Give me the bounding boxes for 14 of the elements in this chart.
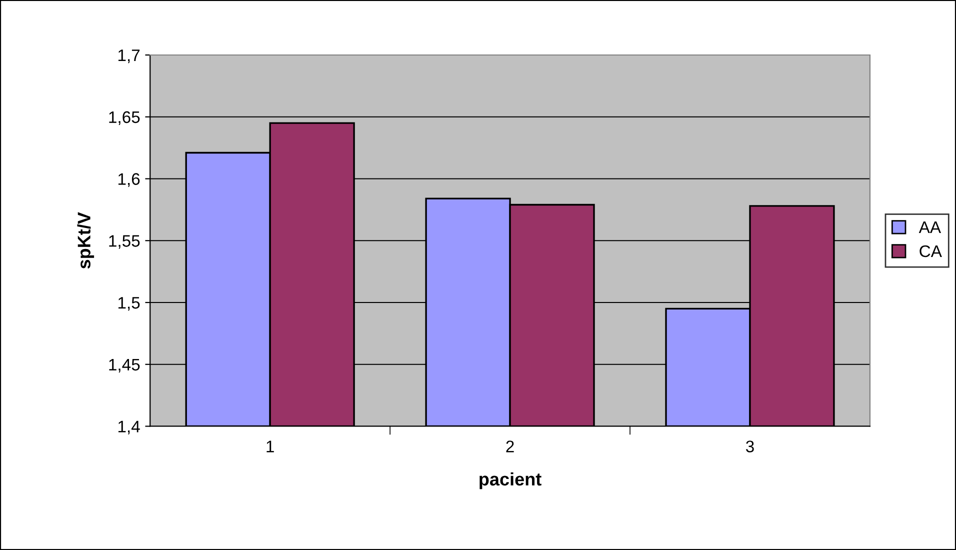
y-tick-label: 1,6: [118, 173, 140, 187]
x-tick-label: 3: [746, 440, 754, 452]
legend-label: AA: [918, 222, 942, 233]
y-tick-label: 1,7: [118, 50, 140, 64]
y-tick-label: 1,5: [118, 297, 140, 311]
y-tick-label: 1,45: [109, 358, 140, 373]
y-tick-label: 1,4: [118, 420, 140, 434]
x-axis-title: pacient: [480, 472, 542, 490]
x-tick-label: 1: [266, 440, 274, 452]
y-tick-label: 1,55: [109, 235, 140, 249]
legend-label: CA: [920, 245, 942, 258]
y-tick-label: 1,65: [109, 111, 140, 126]
x-tick-label: 2: [506, 440, 514, 452]
y-axis-title: spKt/V: [77, 212, 94, 269]
